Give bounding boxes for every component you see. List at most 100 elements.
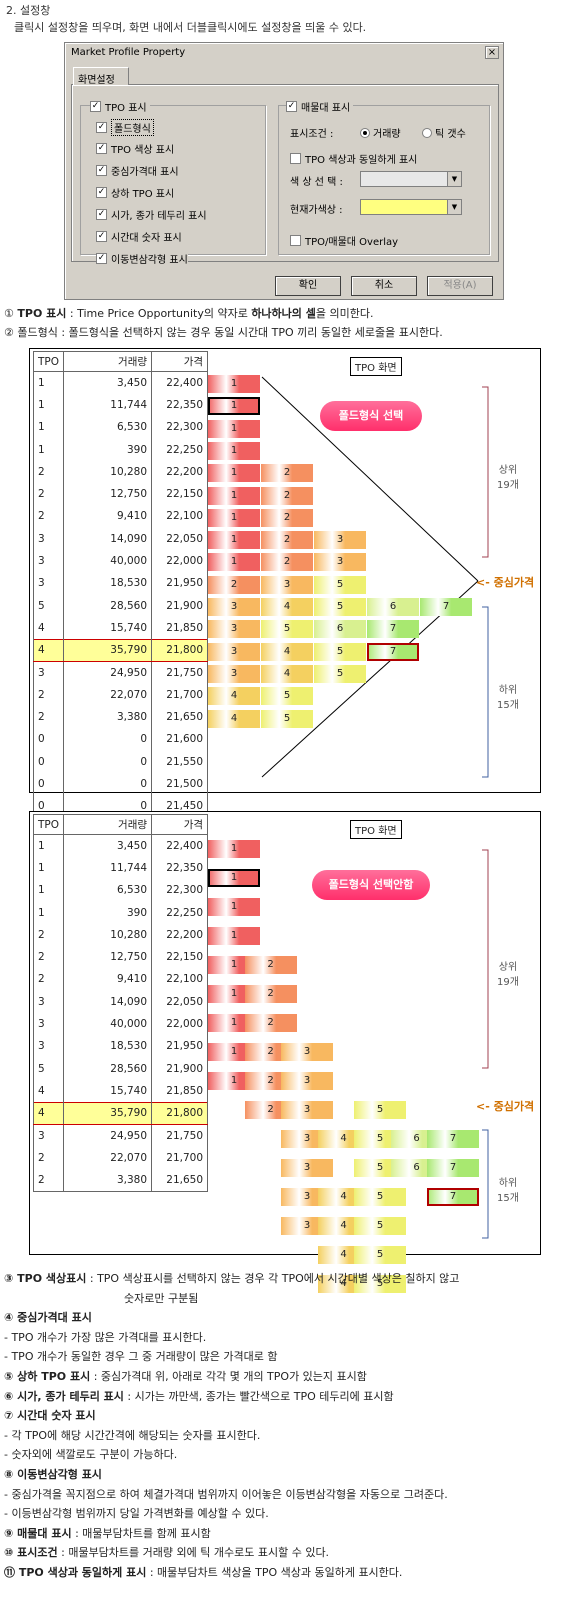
tpo-cell: 3 xyxy=(281,1071,333,1090)
fold-checkbox[interactable]: ✓ 폴드형식 xyxy=(96,119,154,136)
note-heading: ⑤ 상하 TPO 표시 xyxy=(4,1370,91,1383)
cell-price: 22,100 xyxy=(151,505,209,528)
updown-tpo-checkbox[interactable]: ✓ 상하 TPO 표시 xyxy=(96,187,175,200)
cell-vol: 15,740 xyxy=(63,616,153,640)
upper-count: 19개 xyxy=(497,480,519,491)
tpo-table-nofold: TPO 거래량 가격 1 3,450 22,400 1 11,744 22,350 1 6,5… xyxy=(32,814,209,1192)
tpo-cell: 2 xyxy=(261,486,313,505)
cell-vol: 3,380 xyxy=(63,1168,153,1192)
center-price-checkbox[interactable]: ✓ 중심가격대 표시 xyxy=(96,165,179,178)
center-price-label: <- 중심가격 xyxy=(476,1100,535,1113)
current-color-select[interactable]: ▼ xyxy=(360,199,462,215)
tpo-cell: 5 xyxy=(261,620,313,639)
table-row: 2 22,070 21,700 xyxy=(32,683,209,706)
volume-group xyxy=(278,105,490,255)
close-price-border xyxy=(367,642,419,661)
cell-vol: 390 xyxy=(63,438,153,461)
cell-vol: 14,090 xyxy=(63,527,153,550)
cell-vol: 3,450 xyxy=(63,834,153,857)
lower-label: 하위 xyxy=(498,1178,518,1189)
note-2: ② 폴드형식 : 폴드형식을 선택하지 않는 경우 동일 시간대 TPO 끼리 … xyxy=(4,326,443,339)
tpo-cell: 5 xyxy=(314,598,366,616)
cell-price: 21,750 xyxy=(151,661,209,684)
cell-tpo: 2 xyxy=(32,1146,65,1169)
section-description: 클릭시 설정창을 띄우며, 화면 내에서 더블클릭시에도 설정창을 띄울 수 있… xyxy=(14,21,367,34)
cell-vol: 18,530 xyxy=(63,572,153,595)
cell-price: 21,600 xyxy=(151,728,209,751)
tpo-cell: 1 xyxy=(208,397,260,416)
triangle-checkbox[interactable]: ✓ 이동변삼각형 표시 xyxy=(96,251,188,266)
radio-volume[interactable]: 거래량 xyxy=(360,125,401,140)
screen-label: TPO 화면 xyxy=(350,820,402,839)
cell-vol: 22,070 xyxy=(63,1146,153,1169)
cell-tpo: 5 xyxy=(32,594,65,617)
table-row: 2 12,750 22,150 xyxy=(32,945,209,969)
table-row: 2 3,380 21,650 xyxy=(32,705,209,729)
table-row: 1 3,450 22,400 xyxy=(32,371,209,394)
tpo-cell: 1 xyxy=(208,486,260,505)
cell-tpo: 2 xyxy=(32,683,65,706)
time-number-checkbox[interactable]: ✓ 시간대 숫자 표시 xyxy=(96,231,182,244)
tpo-cell: 7 xyxy=(427,1187,479,1206)
table-row: 1 11,744 22,350 xyxy=(32,393,209,417)
table-row: 3 40,000 22,000 xyxy=(32,1012,209,1036)
ok-button[interactable]: 확인 xyxy=(275,276,341,296)
table-row: 4 35,790 21,800 xyxy=(32,638,209,662)
cell-vol: 28,560 xyxy=(63,594,153,617)
radio-tick[interactable]: 틱 갯수 xyxy=(422,125,466,140)
col-tpo: TPO xyxy=(32,351,65,372)
apply-button[interactable]: 적용(A) xyxy=(427,276,493,296)
col-volume: 거래량 xyxy=(63,814,153,835)
note-text: : 매물부담차트를 함께 표시함 xyxy=(71,1526,211,1540)
upper-count: 19개 xyxy=(497,977,519,988)
note-line: 숫자로만 구분됨 xyxy=(124,1290,198,1306)
note-heading: ⑦ 시간대 숫자 표시 xyxy=(4,1409,96,1423)
volume-display-checkbox[interactable]: ✓ 매물대 표시 xyxy=(286,99,354,114)
cell-tpo: 1 xyxy=(32,371,65,394)
cell-price: 22,250 xyxy=(151,438,209,461)
note-text: : TPO 색상표시를 선택하지 않는 경우 각 TPO에서 시간대별 색상은 … xyxy=(86,1272,460,1285)
note-line: ⑩ 표시조건 : 매물부담차트를 거래량 외에 틱 개수로도 표시할 수 있다. xyxy=(4,1544,329,1560)
tpo-cell: 3 xyxy=(208,598,260,616)
color-select[interactable]: ▼ xyxy=(360,171,462,187)
tpo-cell: 1 xyxy=(208,868,260,887)
same-color-checkbox[interactable]: TPO 색상과 동일하게 표시 xyxy=(290,151,417,166)
tpo-cell: 5 xyxy=(314,664,366,683)
tpo-cell: 2 xyxy=(244,955,297,974)
table-row: 3 18,530 21,950 xyxy=(32,1035,209,1058)
table-row: 0 0 21,550 xyxy=(32,750,209,773)
tpo-cell: 5 xyxy=(261,687,313,706)
close-button[interactable]: × xyxy=(485,46,499,59)
tpo-cell: 5 xyxy=(354,1245,406,1264)
cell-price: 21,700 xyxy=(151,683,209,706)
table-row: 0 0 21,600 xyxy=(32,728,209,751)
cell-price: 22,250 xyxy=(151,901,209,924)
col-tpo: TPO xyxy=(32,814,65,835)
table-row: 2 10,280 22,200 xyxy=(32,460,209,483)
close-price-border xyxy=(427,1187,479,1206)
cell-tpo: 3 xyxy=(32,661,65,684)
tpo-color-checkbox[interactable]: ✓ TPO 색상 표시 xyxy=(96,143,175,156)
tab-panel: ✓ TPO 표시 ✓ 폴드형식 ✓ TPO 색상 표시 ✓ 중심가격대 표시 ✓ 상하 T… xyxy=(71,84,499,266)
open-close-border-checkbox[interactable]: ✓ 시가, 종가 테두리 표시 xyxy=(96,209,207,222)
cell-tpo: 3 xyxy=(32,1124,65,1147)
cell-price: 21,550 xyxy=(151,750,209,773)
overlay-checkbox[interactable]: TPO/매물대 Overlay xyxy=(290,233,398,248)
tpo-cell: 7 xyxy=(427,1158,479,1177)
cell-tpo: 1 xyxy=(32,438,65,461)
col-price: 가격 xyxy=(151,814,209,835)
table-row: 1 390 22,250 xyxy=(32,901,209,924)
cell-price: 22,350 xyxy=(151,856,209,880)
tab-screen-settings[interactable]: 화면설정 xyxy=(73,67,129,86)
cancel-button[interactable]: 취소 xyxy=(351,276,417,296)
cell-price: 22,300 xyxy=(151,416,209,439)
note-heading: ⑩ 표시조건 xyxy=(4,1546,58,1560)
cell-price: 21,900 xyxy=(151,1057,209,1080)
dialog-title: Market Profile Property xyxy=(67,45,501,61)
chevron-down-icon: ▼ xyxy=(447,200,461,214)
tpo-cell: 4 xyxy=(261,664,313,683)
cell-tpo: 2 xyxy=(32,923,65,946)
tpo-cell: 1 xyxy=(208,508,260,527)
tpo-display-checkbox[interactable]: ✓ TPO 표시 xyxy=(90,99,150,114)
cell-tpo: 2 xyxy=(32,505,65,528)
